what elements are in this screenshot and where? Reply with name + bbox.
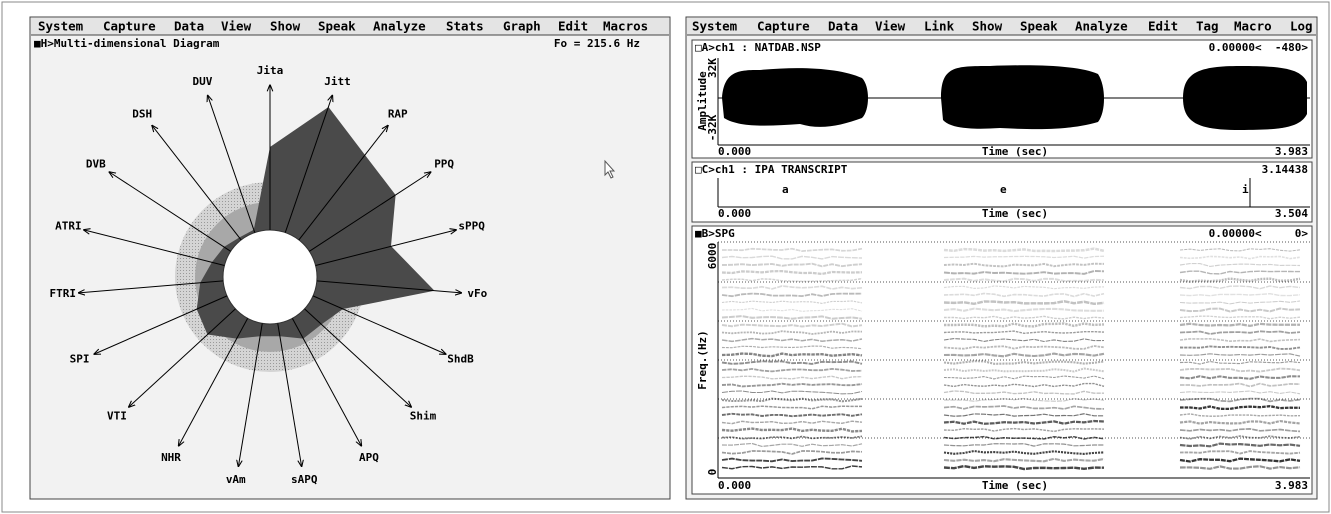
x-axis-label: Time (sec) (982, 145, 1048, 158)
menu-item[interactable]: Capture (757, 19, 810, 34)
radar-axis-label: FTRI (49, 287, 76, 300)
waveform-burst (1183, 66, 1307, 130)
x-end-label: 3.504 (1275, 207, 1308, 220)
menu-item[interactable]: View (875, 19, 906, 34)
menu-item[interactable]: Analyze (373, 19, 426, 34)
radar-axis-label: Jita (257, 64, 284, 77)
left-window: System Capture Data View Show Speak Anal… (30, 17, 670, 499)
transcript-segment: i (1242, 183, 1249, 196)
cursor-readout: 3.14438 (1262, 163, 1308, 176)
radar-axis-label: PPQ (434, 157, 454, 170)
panel-title: □C>ch1 : IPA TRANSCRIPT (695, 163, 848, 176)
menu-item[interactable]: Stats (446, 19, 484, 34)
radar-axis-label: DVB (86, 157, 106, 170)
menu-item[interactable]: Show (972, 19, 1003, 34)
radar-axis-label: VTI (107, 410, 127, 423)
radar-axis-label: Jitt (324, 75, 351, 88)
menu-item[interactable]: Log (1290, 19, 1313, 34)
x-end-label: 3.983 (1275, 145, 1308, 158)
menu-item[interactable]: Analyze (1075, 19, 1128, 34)
radar-axis-label: ShdB (447, 353, 474, 366)
menu-item[interactable]: View (221, 19, 252, 34)
y-max-label: 6000 (706, 243, 719, 270)
menu-item[interactable]: Data (828, 19, 858, 34)
radar-axis-label: RAP (388, 107, 408, 120)
x-start-label: 0.000 (718, 479, 751, 492)
radar-axis-label: NHR (161, 451, 181, 464)
x-axis-label: Time (sec) (982, 479, 1048, 492)
transcript-segment: a (782, 183, 789, 196)
menu-item[interactable]: Speak (1020, 19, 1058, 34)
menu-item[interactable]: Link (924, 19, 955, 34)
radar-axis-label: sAPQ (291, 473, 318, 486)
right-window: System Capture Data View Link Show Speak… (686, 17, 1317, 499)
radar-axis-label: ATRI (55, 219, 82, 232)
radar-axis-label: Shim (410, 410, 437, 423)
waveform-burst (722, 68, 868, 127)
radar-axis-label: SPI (70, 353, 90, 366)
radar-axis-label: vAm (226, 473, 246, 486)
cursor-readout: 0.00000< 0> (1209, 227, 1309, 240)
y-min-label: -32K (706, 114, 719, 141)
menu-item[interactable]: Data (174, 19, 204, 34)
menu-item[interactable]: Speak (318, 19, 356, 34)
panel-title: □A>ch1 : NATDAB.NSP (695, 41, 821, 54)
fo-readout: Fo = 215.6 Hz (554, 37, 640, 50)
menu-item[interactable]: Show (270, 19, 301, 34)
menu-item[interactable]: Capture (103, 19, 156, 34)
waveform-burst (941, 65, 1104, 129)
radar-axis-label: vFo (467, 287, 487, 300)
inner-circle (223, 230, 317, 324)
radar-axis-label: DUV (193, 75, 213, 88)
panel-title: ■H>Multi-dimensional Diagram (34, 37, 220, 50)
menu-item[interactable]: Edit (1148, 19, 1178, 34)
menu-item[interactable]: Macros (603, 19, 648, 34)
panel-title: ■B>SPG (695, 227, 735, 240)
radar-axis-label: DSH (132, 107, 152, 120)
y-axis-label: Freq.(Hz) (696, 330, 709, 390)
y-max-label: 32K (706, 58, 719, 78)
transcript-segment: e (1000, 183, 1007, 196)
menu-item[interactable]: Macro (1234, 19, 1272, 34)
menu-item[interactable]: Edit (558, 19, 588, 34)
x-start-label: 0.000 (718, 207, 751, 220)
menu-item[interactable]: System (38, 19, 84, 34)
radar-axis-label: sPPQ (458, 219, 485, 232)
x-end-label: 3.983 (1275, 479, 1308, 492)
menu-item[interactable]: Graph (503, 19, 541, 34)
x-axis-label: Time (sec) (982, 207, 1048, 220)
menu-item[interactable]: Tag (1196, 19, 1219, 34)
screen: System Capture Data View Show Speak Anal… (0, 0, 1331, 514)
x-start-label: 0.000 (718, 145, 751, 158)
y-min-label: 0 (706, 469, 719, 476)
radar-axis-label: APQ (359, 451, 379, 464)
cursor-readout: 0.00000< -480> (1209, 41, 1309, 54)
menu-item[interactable]: System (692, 19, 738, 34)
